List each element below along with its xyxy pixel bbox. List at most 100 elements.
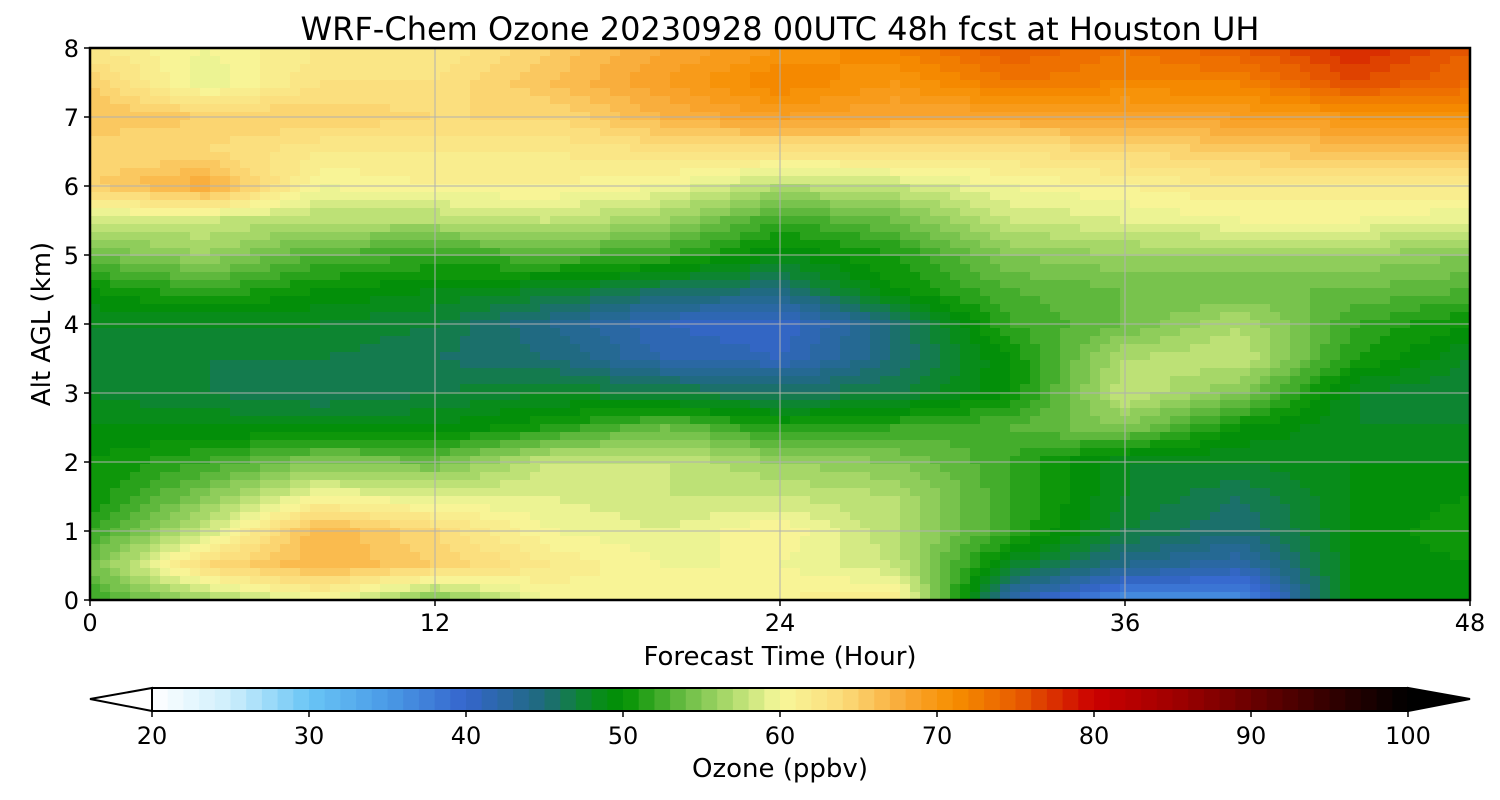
ozone-cell xyxy=(590,256,601,265)
ozone-cell xyxy=(240,128,251,137)
ozone-cell xyxy=(480,312,491,321)
ozone-cell xyxy=(1300,288,1311,297)
ozone-cell xyxy=(1180,304,1191,313)
ozone-cell xyxy=(1260,208,1271,217)
ozone-cell xyxy=(150,280,161,289)
ozone-cell xyxy=(1350,208,1361,217)
ozone-cell xyxy=(630,288,641,297)
ozone-cell xyxy=(440,208,451,217)
ozone-cell xyxy=(820,96,831,105)
ozone-cell xyxy=(170,48,181,57)
ozone-cell xyxy=(1150,256,1161,265)
ozone-cell xyxy=(1260,168,1271,177)
ozone-cell xyxy=(380,296,391,305)
ozone-cell xyxy=(120,184,131,193)
ozone-cell xyxy=(500,248,511,257)
ozone-cell xyxy=(470,288,481,297)
ozone-cell xyxy=(860,88,871,97)
ozone-cell xyxy=(350,224,361,233)
ozone-cell xyxy=(960,208,971,217)
ozone-cell xyxy=(1000,304,1011,313)
ozone-cell xyxy=(360,200,371,209)
ozone-cell xyxy=(900,88,911,97)
ozone-cell xyxy=(610,240,621,249)
ozone-cell xyxy=(1400,232,1411,241)
ozone-cell xyxy=(240,152,251,161)
ozone-cell xyxy=(790,144,801,153)
ozone-cell xyxy=(1280,232,1291,241)
ozone-cell xyxy=(610,128,621,137)
ozone-cell xyxy=(640,96,651,105)
ozone-cell xyxy=(170,96,181,105)
ozone-cell xyxy=(940,304,951,313)
ozone-cell xyxy=(810,128,821,137)
ozone-cell xyxy=(1080,256,1091,265)
ozone-cell xyxy=(770,120,781,129)
ozone-cell xyxy=(820,128,831,137)
ozone-cell xyxy=(250,112,261,121)
ozone-cell xyxy=(660,152,671,161)
ozone-cell xyxy=(460,96,471,105)
ozone-cell xyxy=(400,80,411,89)
ozone-cell xyxy=(1440,96,1451,105)
ozone-cell xyxy=(1010,120,1021,129)
ozone-cell xyxy=(980,168,991,177)
ozone-cell xyxy=(380,208,391,217)
ozone-cell xyxy=(970,144,981,153)
ozone-cell xyxy=(1410,328,1421,337)
ozone-cell xyxy=(360,80,371,89)
ozone-cell xyxy=(690,248,701,257)
ozone-cell xyxy=(880,104,891,113)
ozone-cell xyxy=(420,304,431,313)
ozone-cell xyxy=(330,72,341,81)
ozone-cell xyxy=(990,304,1001,313)
ozone-cell xyxy=(840,112,851,121)
ozone-cell xyxy=(260,104,271,113)
ozone-cell xyxy=(1360,120,1371,129)
ozone-cell xyxy=(330,176,341,185)
ozone-cell xyxy=(520,304,531,313)
ozone-cell xyxy=(1030,232,1041,241)
ozone-cell xyxy=(910,224,921,233)
ozone-cell xyxy=(830,208,841,217)
ozone-cell xyxy=(700,224,711,233)
ozone-cell xyxy=(210,224,221,233)
ozone-cell xyxy=(890,48,901,57)
ozone-cell xyxy=(1450,200,1461,209)
ozone-cell xyxy=(970,232,981,241)
ozone-cell xyxy=(1350,104,1361,113)
ozone-cell xyxy=(570,128,581,137)
ozone-cell xyxy=(1440,216,1451,225)
ozone-cell xyxy=(1010,80,1021,89)
ozone-cell xyxy=(570,216,581,225)
ozone-cell xyxy=(910,312,921,321)
ozone-cell xyxy=(900,176,911,185)
ozone-cell xyxy=(410,224,421,233)
ozone-cell xyxy=(290,56,301,65)
ozone-cell xyxy=(650,152,661,161)
ozone-cell xyxy=(720,160,731,169)
ozone-cell xyxy=(780,176,791,185)
ozone-cell xyxy=(810,48,821,57)
ozone-cell xyxy=(510,328,521,337)
ozone-cell xyxy=(1460,88,1471,97)
ozone-cell xyxy=(800,144,811,153)
ozone-cell xyxy=(460,280,471,289)
ozone-cell xyxy=(160,184,171,193)
ozone-cell xyxy=(1350,152,1361,161)
ozone-cell xyxy=(230,264,241,273)
ozone-cell xyxy=(1380,184,1391,193)
ozone-cell xyxy=(100,128,111,137)
ozone-cell xyxy=(1300,304,1311,313)
ozone-cell xyxy=(1150,136,1161,145)
ozone-cell xyxy=(1140,152,1151,161)
ozone-cell xyxy=(270,184,281,193)
ozone-cell xyxy=(1460,80,1471,89)
ozone-cell xyxy=(800,272,811,281)
ozone-cell xyxy=(1130,72,1141,81)
ozone-cell xyxy=(460,144,471,153)
ozone-cell xyxy=(950,280,961,289)
ozone-cell xyxy=(1330,312,1341,321)
ozone-cell xyxy=(700,72,711,81)
ozone-cell xyxy=(520,288,531,297)
